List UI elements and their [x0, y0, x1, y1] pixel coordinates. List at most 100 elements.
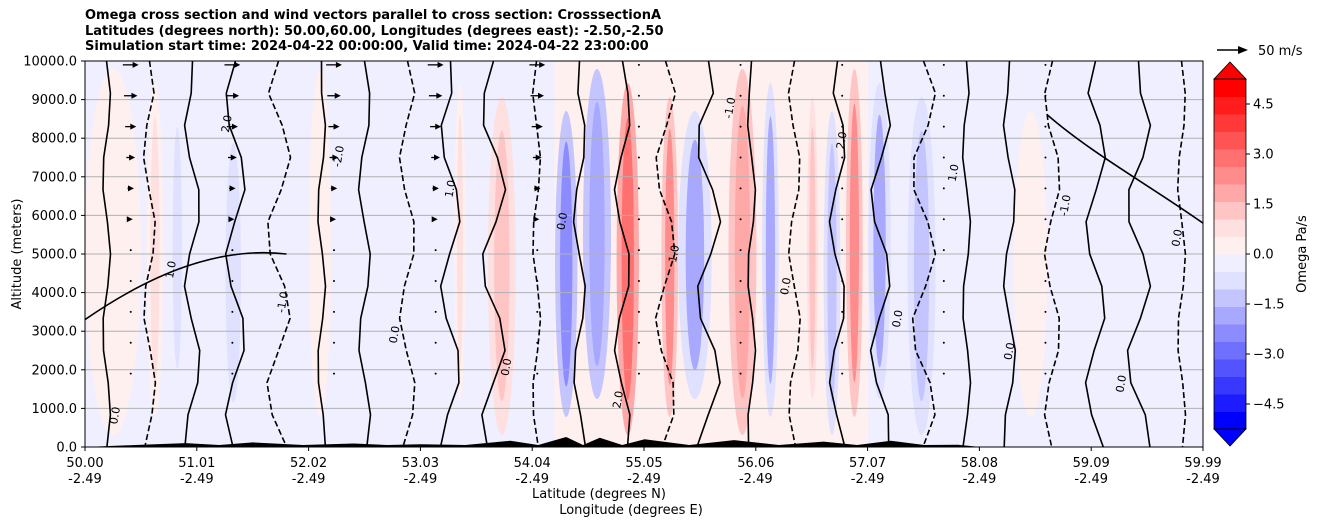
- wind-vector-head: [331, 185, 338, 192]
- y-tick-label: 4000.0: [32, 286, 78, 301]
- omega-core: [809, 127, 816, 369]
- x-tick-label-lat: 53.03: [402, 456, 439, 471]
- contour-label: 2.0: [219, 114, 235, 133]
- wind-vector-dot: [129, 249, 132, 252]
- wind-vector-dot: [739, 310, 742, 313]
- colorbar-segment: [1214, 359, 1246, 377]
- wind-vector-dot: [841, 280, 844, 283]
- colorbar-segment: [1214, 324, 1246, 342]
- wind-vector-dot: [841, 94, 844, 97]
- omega-contours: 0.0 1.0 2.0 -1.0 -2.0 0.0 1.0 0.0 0.0 2.0 1.0 -1.0 0…: [85, 61, 1203, 447]
- omega-core: [1021, 141, 1040, 387]
- wind-vector-head: [234, 61, 241, 68]
- wind-vector-dot: [739, 341, 742, 344]
- wind-vector-dot: [841, 310, 844, 313]
- colorbar-segment: [1214, 131, 1246, 150]
- colorbar-tick-label: 0.0: [1253, 248, 1274, 263]
- x-tick-label-lon: -2.49: [851, 472, 885, 487]
- x-tick-label-lat: 59.09: [1073, 456, 1110, 471]
- quiver-key-arrowhead: [1238, 46, 1248, 54]
- colorbar-segment: [1214, 271, 1246, 290]
- wind-vector-head: [538, 92, 545, 99]
- omega-core: [621, 118, 634, 400]
- colorbar-tick-label: 1.5: [1253, 198, 1274, 213]
- wind-vector-dot: [637, 310, 640, 313]
- wind-vector-dot: [637, 125, 640, 128]
- omega-core: [685, 139, 705, 371]
- wind-vector-dot: [841, 249, 844, 252]
- wind-vector-head: [535, 154, 542, 161]
- wind-vector-dot: [942, 372, 945, 375]
- wind-vector-head: [233, 92, 240, 99]
- wind-vector-head: [436, 92, 443, 99]
- colorbar-label: Omega Pa/s: [1295, 215, 1310, 293]
- x-axis-label-lat: Latitude (degrees N): [532, 487, 666, 502]
- contour-positive: [961, 61, 972, 447]
- x-tick-label-lon: -2.49: [292, 472, 326, 487]
- omega-core: [849, 103, 860, 383]
- contour-label: 0.0: [1113, 374, 1129, 393]
- x-axis-label-lon: Longitude (degrees E): [559, 503, 703, 518]
- wind-vector-dot: [333, 341, 336, 344]
- wind-vector-head: [229, 185, 236, 192]
- wind-vector-head: [129, 154, 136, 161]
- wind-vector-dot: [739, 63, 742, 66]
- wind-vector-dot: [536, 280, 539, 283]
- contour-label: 1.0: [443, 179, 459, 198]
- wind-vector-dot: [841, 156, 844, 159]
- quiver-key: 50 m/s: [1217, 44, 1303, 59]
- y-tick-label: 6000.0: [32, 209, 78, 224]
- wind-vector-dot: [129, 341, 132, 344]
- wind-vector-dot: [739, 156, 742, 159]
- omega-core: [456, 114, 463, 368]
- wind-vector-dot: [841, 63, 844, 66]
- x-tick-label-lat: 58.08: [961, 456, 998, 471]
- y-tick-label: 8000.0: [32, 132, 78, 147]
- omega-core: [560, 141, 573, 387]
- chart-title: Omega cross section and wind vectors par…: [85, 8, 664, 55]
- wind-vector-dot: [231, 372, 234, 375]
- wind-vector-dot: [942, 187, 945, 190]
- contour-positive: [85, 251, 287, 321]
- contour-negative: [531, 61, 542, 447]
- colorbar-segment: [1214, 149, 1246, 167]
- colorbar-tick-label: −1.5: [1253, 298, 1285, 313]
- omega-core: [734, 105, 751, 399]
- omega-core: [225, 143, 241, 403]
- colorbar-segment: [1214, 184, 1246, 202]
- contour-positive: [1046, 114, 1203, 224]
- wind-vector-dot: [637, 187, 640, 190]
- wind-vector-head: [534, 185, 541, 192]
- x-tick-label-lon: -2.49: [627, 472, 661, 487]
- wind-vector-dot: [333, 372, 336, 375]
- x-tick-label-lat: 50.00: [66, 456, 103, 471]
- wind-vector-dot: [1044, 372, 1047, 375]
- wind-vector-dot: [637, 372, 640, 375]
- wind-vector-dot: [129, 372, 132, 375]
- x-tick-label-lat: 59.99: [1184, 456, 1221, 471]
- y-tick-label: 10000.0: [23, 55, 77, 70]
- contour-positive: [696, 61, 722, 447]
- contour-label: 0.0: [1169, 228, 1185, 247]
- contour-positive: [183, 61, 201, 447]
- wind-vector-dot: [739, 280, 742, 283]
- wind-vector-dot: [637, 218, 640, 221]
- omega-core: [665, 129, 675, 385]
- colorbar-tick-label: 3.0: [1253, 148, 1274, 163]
- contour-label: 1.0: [163, 260, 179, 279]
- x-tick-label-lat: 55.05: [625, 456, 662, 471]
- wind-vector-dot: [739, 125, 742, 128]
- colorbar-segment: [1214, 114, 1246, 132]
- wind-vector-dot: [942, 218, 945, 221]
- omega-core: [1117, 102, 1179, 366]
- wind-vector-dot: [841, 125, 844, 128]
- wind-vector-dot: [231, 341, 234, 344]
- contour-positive: [481, 61, 507, 447]
- omega-core: [873, 114, 886, 368]
- colorbar-tick-label: −3.0: [1253, 348, 1285, 363]
- colorbar-segment: [1214, 79, 1246, 97]
- colorbar-extend-max: [1213, 61, 1247, 80]
- x-tick-label-lon: -2.49: [68, 472, 102, 487]
- wind-vector-head: [431, 216, 438, 223]
- y-tick-label: 1000.0: [32, 402, 78, 417]
